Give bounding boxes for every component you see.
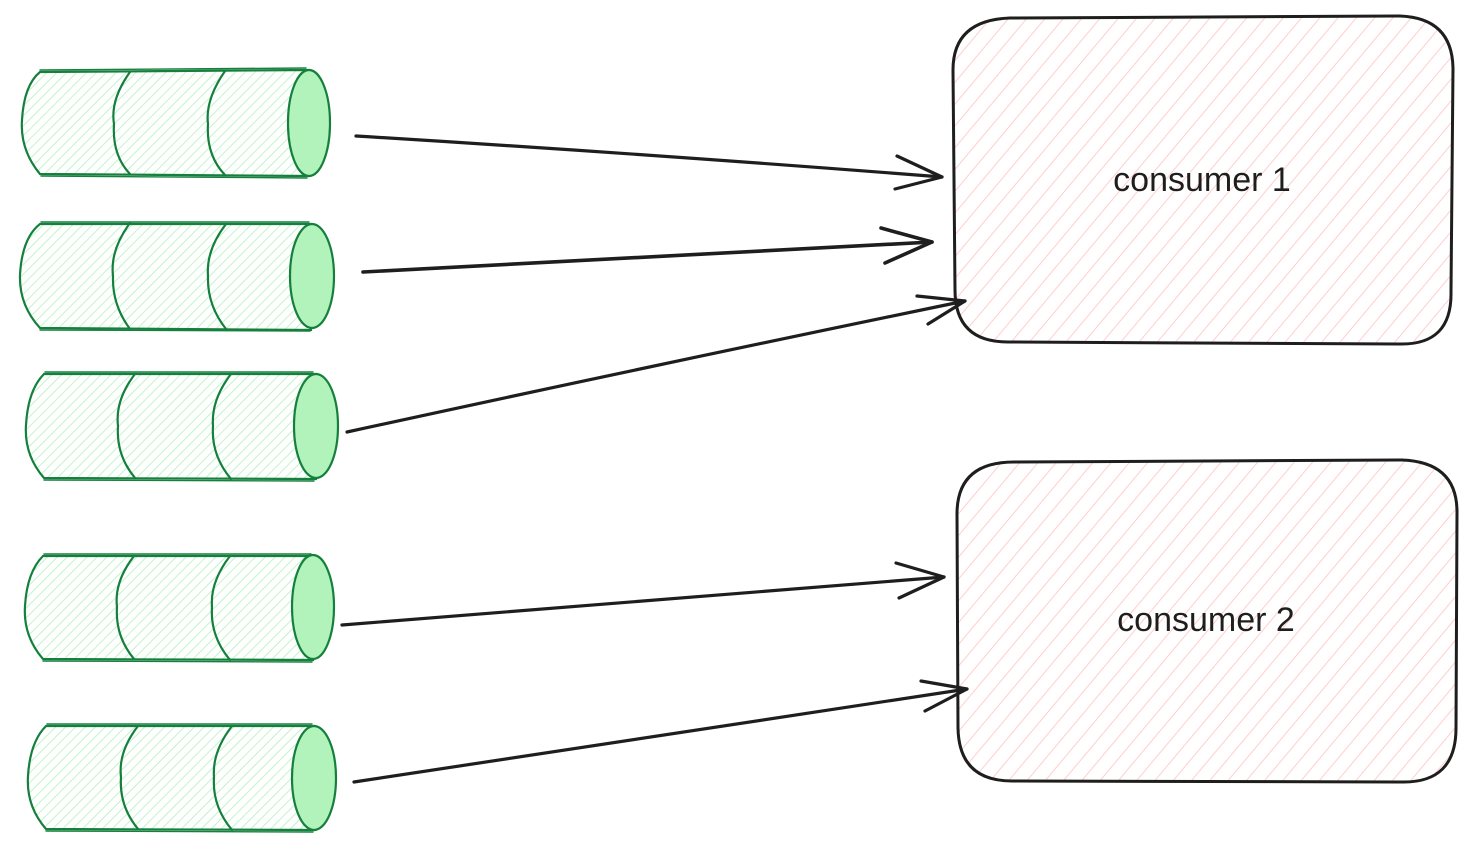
arrow-queue3-to-consumer1 [345, 294, 967, 434]
arrow-queue5-to-consumer2 [352, 679, 969, 784]
consumer-2-label: consumer 2 [1117, 601, 1295, 639]
arrow-queue4-to-consumer2 [340, 561, 946, 627]
queue-5 [26, 723, 338, 833]
queue-3 [24, 371, 340, 482]
queue-1 [20, 67, 332, 179]
consumer-1-box: consumer 1 [951, 14, 1455, 346]
consumer-1-label: consumer 1 [1113, 161, 1291, 199]
consumer-2-box: consumer 2 [955, 458, 1459, 784]
queue-2 [18, 221, 336, 332]
arrow-queue1-to-consumer1 [354, 134, 944, 191]
arrow-queue2-to-consumer1 [361, 226, 934, 274]
queue-4 [23, 553, 336, 663]
